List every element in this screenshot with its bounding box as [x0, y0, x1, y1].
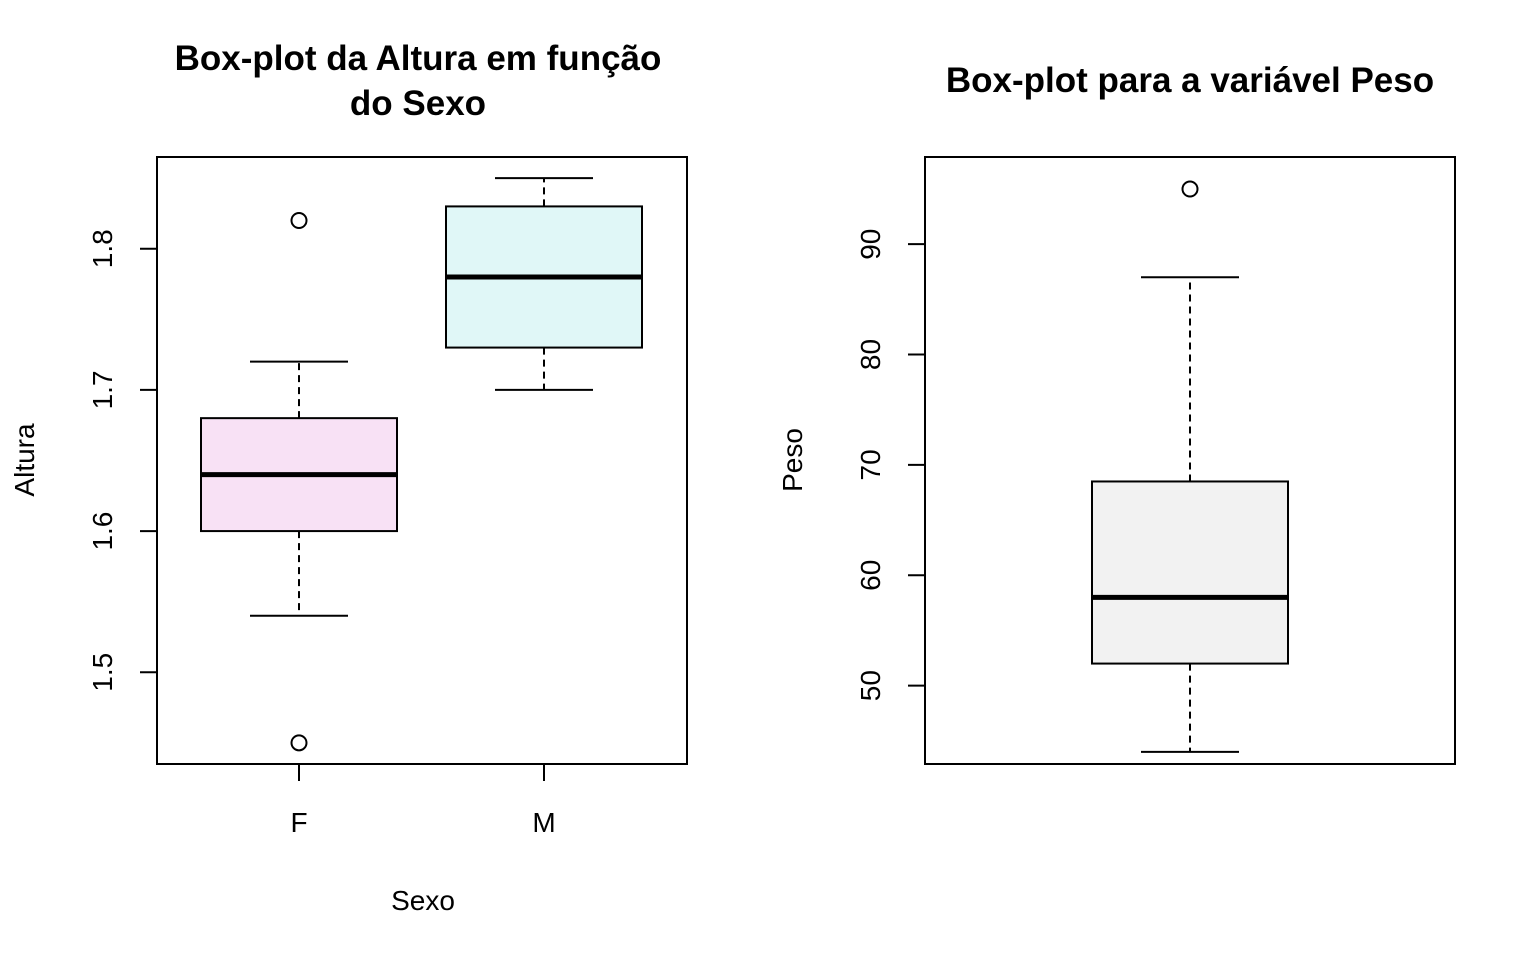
chart-title-line: do Sexo [350, 84, 486, 123]
y-tick-label: 1.6 [87, 512, 118, 551]
box-M [445, 177, 643, 391]
outlier-point [290, 212, 308, 230]
x-axis-label: Sexo [391, 885, 455, 916]
y-tick-label: 50 [855, 670, 886, 701]
y-tick-label: 1.8 [87, 229, 118, 268]
x-tick-label: F [290, 807, 307, 838]
box-peso [1091, 180, 1289, 753]
y-axis-label: Peso [777, 428, 808, 492]
y-tick-label: 90 [855, 229, 886, 260]
y-tick-label: 80 [855, 339, 886, 370]
plot-frame [156, 156, 688, 765]
y-axis-label: Altura [9, 423, 40, 497]
chart-title-line: Box-plot da Altura em função [175, 39, 662, 78]
chart-title-line: Box-plot para a variável Peso [946, 61, 1434, 100]
altura-boxplot-panel: Box-plot da Altura em função do Sexo 1.5 1.… [9, 39, 688, 916]
peso-boxplot-panel: Box-plot para a variável Peso 50 60 70 80 90 P… [777, 61, 1456, 765]
outlier-point [1181, 180, 1199, 198]
y-tick-label: 1.5 [87, 653, 118, 692]
y-tick-label: 60 [855, 560, 886, 591]
plot-frame [924, 156, 1456, 765]
y-tick-label: 70 [855, 449, 886, 480]
iqr-box [1091, 480, 1289, 665]
x-tick-label: M [532, 807, 555, 838]
outlier-point [290, 734, 308, 752]
y-tick-label: 1.7 [87, 370, 118, 409]
box-F [200, 212, 398, 752]
